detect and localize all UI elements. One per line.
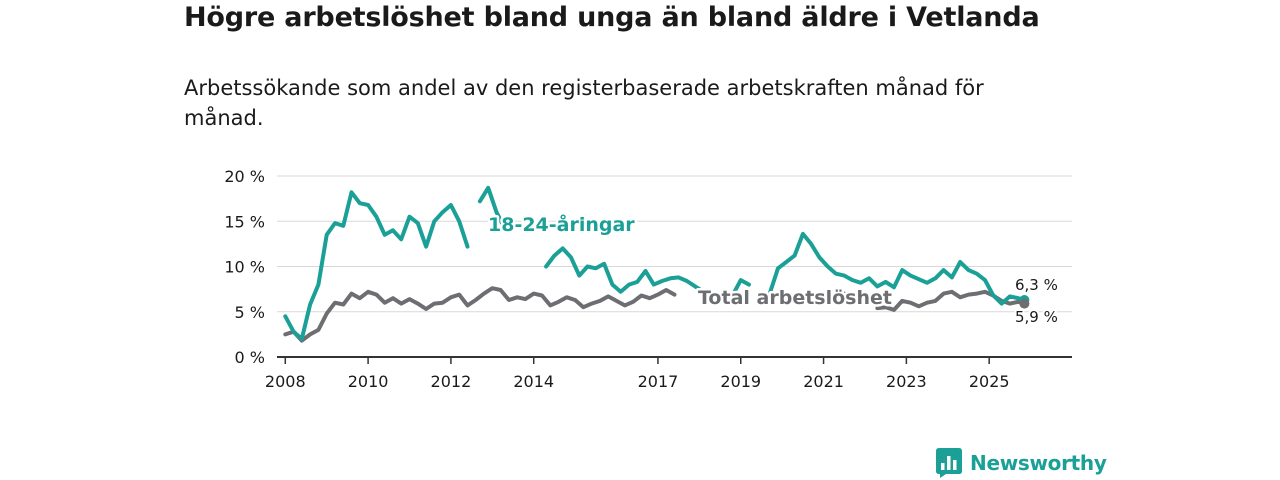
end-value-label-total: 5,9 %: [1015, 308, 1058, 326]
chart-subtitle: Arbetssökande som andel av den registerb…: [184, 76, 984, 130]
logo-bar-1: [941, 463, 945, 470]
series-line-total: [283, 286, 1027, 343]
brand-name: Newsworthy: [970, 451, 1107, 475]
x-tick-label: 2014: [513, 372, 554, 391]
x-tick-label: 2021: [803, 372, 844, 391]
x-tick-label: 2017: [638, 372, 679, 391]
y-tick-label: 10 %: [224, 258, 265, 277]
x-tick-label: 2010: [348, 372, 389, 391]
x-tick-label: 2012: [431, 372, 472, 391]
y-tick-label: 15 %: [224, 212, 265, 231]
end-value-label-youth: 6,3 %: [1015, 276, 1058, 294]
series-end-point: [1019, 298, 1030, 309]
chart-title: Högre arbetslöshet bland unga än bland ä…: [184, 2, 1040, 33]
series-line-youth: [283, 185, 1027, 341]
y-tick-label: 20 %: [224, 167, 265, 186]
y-tick-label: 0 %: [235, 348, 265, 367]
x-tick-label: 2023: [886, 372, 927, 391]
x-tick-label: 2008: [265, 372, 306, 391]
y-tick-label: 5 %: [235, 303, 265, 322]
logo-bar-3: [953, 460, 957, 470]
x-tick-label: 2019: [720, 372, 761, 391]
x-tick-label: 2025: [969, 372, 1010, 391]
series-label-youth: 18-24-åringar: [488, 212, 635, 236]
newsworthy-logo: Newsworthy: [936, 448, 1107, 478]
series-label-total: Total arbetslöshet: [698, 287, 892, 309]
logo-bar-2: [947, 456, 951, 470]
bar-chart-speech-icon: [936, 448, 962, 478]
